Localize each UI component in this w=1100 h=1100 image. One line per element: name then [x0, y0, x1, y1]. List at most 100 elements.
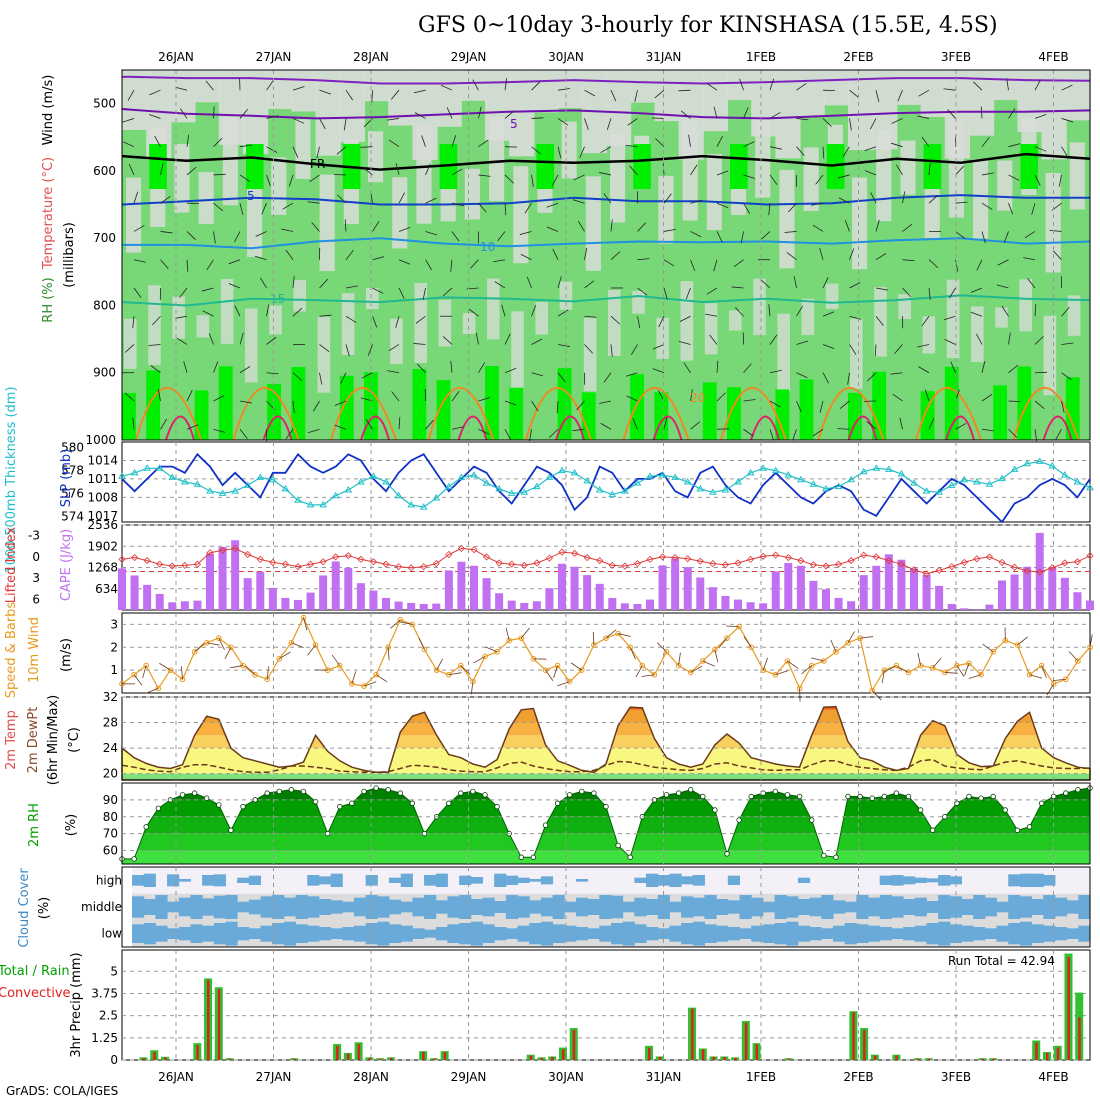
- wind-barb: [1008, 364, 1019, 374]
- cloud-middle-cell: [540, 897, 554, 917]
- wind-barb: [451, 231, 460, 242]
- wind-barb: [186, 134, 190, 147]
- upper-air-panel: 5 FR 5 10 15 20 500 600 700 800 900 1000 RH (%) Tempe…: [41, 69, 1091, 447]
- date-label-top: 1FEB: [746, 50, 776, 64]
- wind-barb: [1008, 203, 1014, 215]
- thickness-point: [847, 475, 856, 483]
- rh-moist-patch: [1065, 377, 1080, 440]
- cloud-middle-cell: [832, 900, 846, 914]
- wind-barb-10m: [1041, 665, 1047, 678]
- wind-barb: [266, 174, 271, 187]
- cloud-low-cell: [272, 923, 285, 945]
- thickness-point: [696, 484, 705, 492]
- wind-barb: [228, 259, 241, 265]
- wind-speed-point: [700, 658, 706, 664]
- wind-barb: [679, 315, 691, 323]
- contour-4: [122, 237, 1091, 250]
- wind-barb: [688, 134, 691, 147]
- cloud-middle-cell: [961, 899, 974, 915]
- thickness-point: [633, 479, 642, 486]
- wind-speed-point: [748, 644, 755, 651]
- precip-conv-bar: [873, 1055, 877, 1060]
- thickness-point: [1073, 478, 1082, 485]
- cloud-low-cell: [832, 925, 846, 942]
- wind-speed-point: [712, 646, 718, 653]
- wind-barb-10m: [133, 674, 143, 686]
- wind-barb-10m: [1046, 683, 1055, 696]
- rh-point: [881, 793, 887, 800]
- thickness-point: [331, 491, 340, 499]
- wind-barb: [266, 115, 279, 119]
- wind-barb: [769, 334, 778, 345]
- wind-barb: [1034, 400, 1045, 410]
- rh-point: [191, 790, 198, 796]
- wind-barb: [152, 315, 161, 326]
- precip-panel: 0 1.25 2.5 3.75 5 Run Total = 42.94 3hr Precip…: [0, 949, 1091, 1067]
- rh-dry-patch: [267, 70, 293, 110]
- rh-moist-patch: [509, 387, 524, 440]
- wind-barb: [398, 226, 411, 232]
- wind-barb-10m: [884, 665, 897, 673]
- wind-speed-point: [373, 671, 379, 678]
- wind-barb: [133, 225, 145, 232]
- precip-conv-bar: [981, 1058, 984, 1060]
- wind-barb: [557, 146, 562, 159]
- wind-barb-10m: [605, 629, 617, 639]
- wind-barb: [837, 428, 850, 430]
- wind-barb: [875, 219, 880, 232]
- wind-tick: 1: [110, 663, 118, 677]
- cape-bar: [407, 602, 416, 610]
- wind-barb: [870, 192, 877, 204]
- lifted-index-point: [382, 560, 390, 568]
- cloud-middle-cell: [377, 896, 390, 918]
- rh-point: [869, 795, 875, 801]
- wind-barb: [531, 400, 539, 412]
- cloud-high-cell: [167, 874, 180, 887]
- cloud-middle-cell: [1043, 895, 1056, 919]
- cape-bar: [545, 588, 554, 610]
- wind-speed-point: [312, 642, 319, 648]
- cloud-middle-cell: [856, 895, 869, 919]
- wind-barb: [819, 248, 824, 260]
- cloud-middle-cell: [575, 897, 589, 917]
- rh-point: [917, 807, 924, 813]
- slp-line: [121, 452, 1091, 524]
- lifted-index-point: [143, 557, 151, 565]
- precip-conv-bar: [1056, 1047, 1060, 1060]
- wind-barb: [425, 163, 431, 176]
- lifted-index-point: [671, 553, 679, 562]
- wind-barb-10m: [390, 619, 401, 629]
- rh-point: [748, 793, 754, 800]
- wind-barb-10m: [159, 662, 171, 671]
- wind-barb: [213, 106, 215, 119]
- wind-barb-10m: [1052, 678, 1066, 682]
- wind-barb: [599, 400, 612, 404]
- lifted-index-point: [860, 551, 868, 559]
- cloud-low-cell: [973, 927, 986, 941]
- rh-point: [312, 798, 319, 805]
- wind-barb: [371, 90, 373, 103]
- lifted-index-point: [847, 557, 855, 565]
- wind-barb: [837, 174, 850, 179]
- cape-bar: [180, 601, 189, 610]
- wind-barb: [360, 146, 373, 148]
- wind-barb: [890, 372, 903, 375]
- thickness-point: [708, 488, 717, 495]
- cloud-low-cell: [400, 925, 413, 942]
- wind-barb: [478, 106, 482, 119]
- rh-dry-patch: [122, 70, 148, 130]
- rh-dry-patch: [850, 318, 863, 389]
- temp-band: [122, 773, 1090, 780]
- rh-moist-patch: [920, 391, 935, 440]
- wind-barb: [822, 118, 832, 128]
- rh-point: [494, 803, 500, 810]
- cape-bar: [796, 565, 805, 610]
- lifted-index-tick: 3: [32, 571, 40, 585]
- slp-tick-top: 1017: [87, 509, 118, 523]
- wind-barb: [743, 399, 756, 402]
- cloud-low-cell: [202, 925, 215, 942]
- wind-barb: [768, 203, 771, 216]
- wind-barb: [127, 89, 135, 101]
- wind-barb: [478, 428, 490, 435]
- wind-barb: [395, 163, 400, 176]
